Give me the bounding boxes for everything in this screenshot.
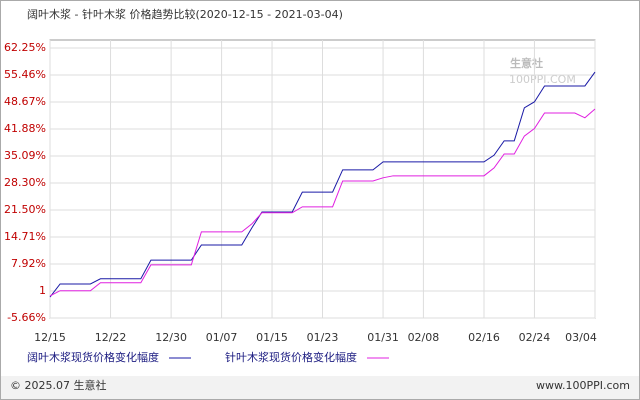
x-tick-label: 03/04 [565, 331, 597, 344]
x-tick-label: 02/16 [468, 331, 500, 344]
series-line [49, 108, 596, 297]
x-tick-label: 12/30 [155, 331, 187, 344]
x-tick-label: 01/15 [256, 331, 288, 344]
watermark-url: 100PPI.COM [509, 73, 576, 86]
y-tick-label: 62.25% [4, 41, 46, 54]
y-tick-label: 35.09% [4, 149, 46, 162]
y-tick-label: 55.46% [4, 68, 46, 81]
y-tick-label: -5.66% [7, 311, 46, 324]
footer-right: www.100PPI.com [536, 379, 630, 392]
x-tick-label: 01/23 [307, 331, 339, 344]
x-tick-label: 02/24 [519, 331, 551, 344]
y-tick-label: 1 [39, 284, 46, 297]
watermark: 生意社 [510, 56, 543, 70]
y-tick-label: 7.92% [11, 257, 46, 270]
y-tick-label: 14.71% [4, 230, 46, 243]
x-tick-label: 12/22 [95, 331, 127, 344]
chart-title: 阔叶木浆 - 针叶木浆 价格趋势比较(2020-12-15 - 2021-03-… [27, 7, 343, 21]
legend-label: 阔叶木浆现货价格变化幅度 [27, 350, 159, 364]
x-tick-label: 12/15 [34, 331, 66, 344]
y-tick-label: 41.88% [4, 122, 46, 135]
footer-bar [1, 376, 639, 399]
series-line [49, 71, 596, 298]
legend-label: 针叶木浆现货价格变化幅度 [225, 350, 357, 364]
y-tick-label: 21.50% [4, 203, 46, 216]
y-tick-label: 28.30% [4, 176, 46, 189]
x-tick-label: 01/07 [206, 331, 238, 344]
x-tick-label: 01/31 [367, 331, 399, 344]
x-tick-label: 02/08 [408, 331, 440, 344]
footer-left: © 2025.07 生意社 [10, 378, 106, 392]
y-tick-label: 48.67% [4, 95, 46, 108]
